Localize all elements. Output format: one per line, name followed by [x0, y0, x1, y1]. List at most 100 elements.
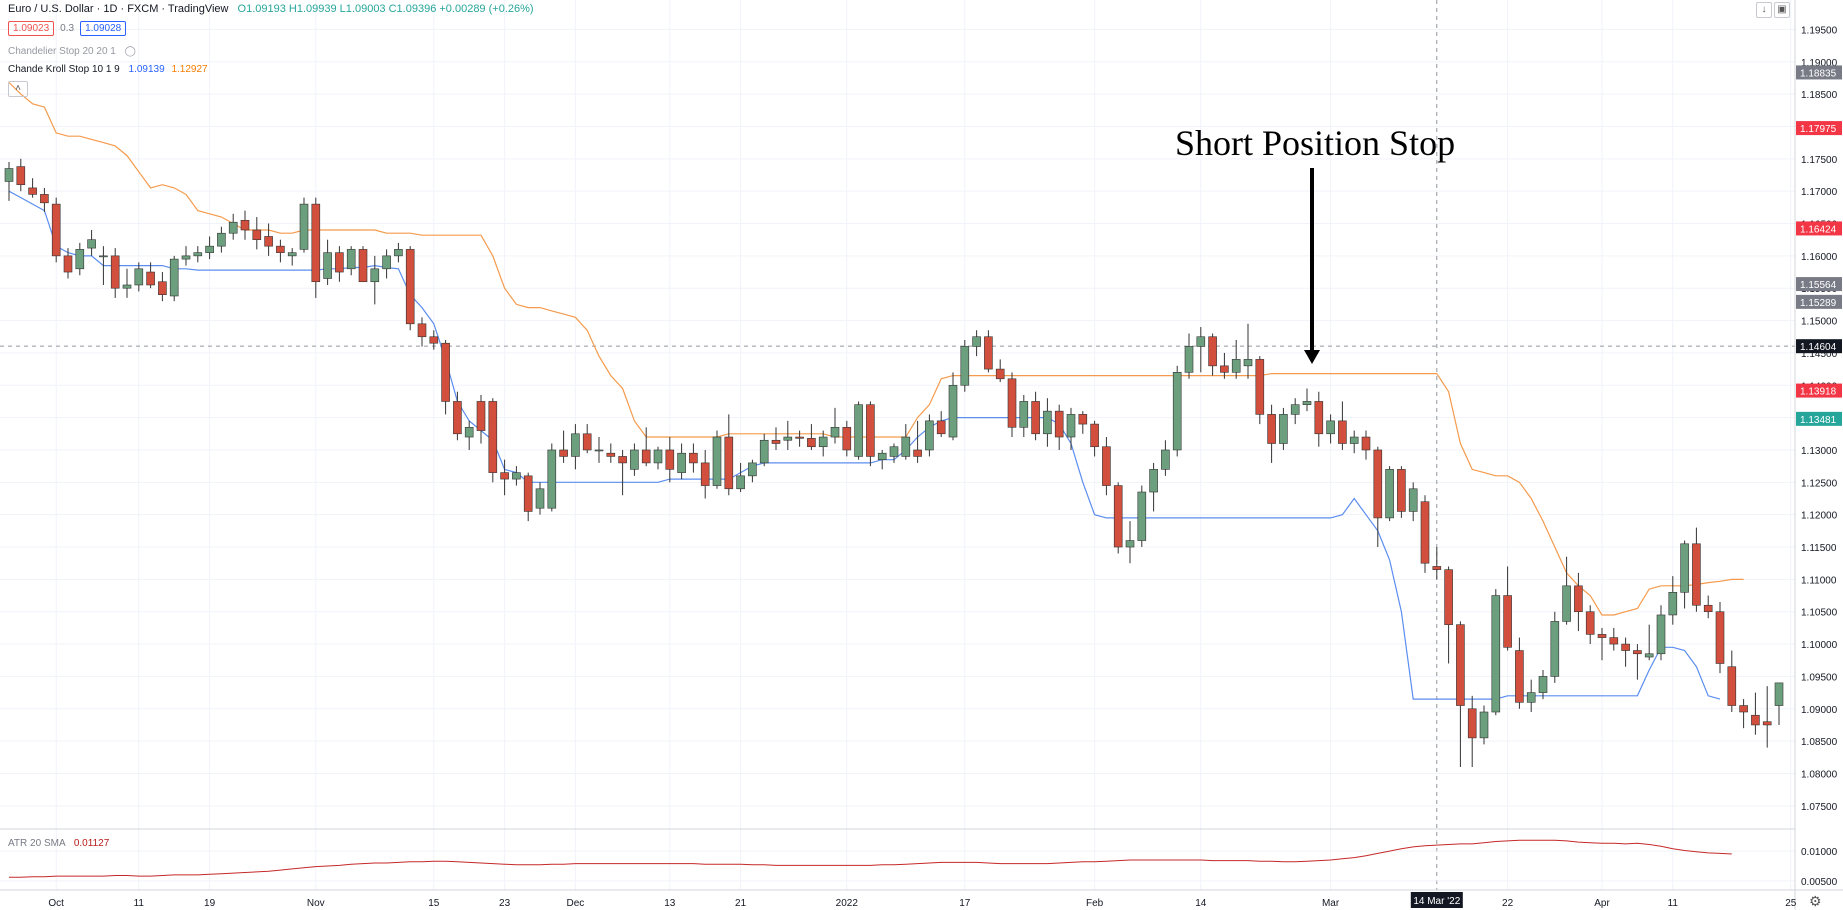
time-tick-label: 14 [1195, 898, 1207, 909]
chande-kroll-legend[interactable]: Chande Kroll Stop 10 1 9 1.09139 1.12927 [8, 64, 208, 75]
price-label-box [1796, 277, 1842, 292]
candle-body [181, 255, 191, 260]
atr-label: ATR 20 SMA [8, 838, 66, 849]
candle-body [665, 449, 675, 470]
symbol-legend: Euro / U.S. Dollar · 1D · FXCM · Trading… [8, 3, 534, 15]
time-tick-label: 25 [1785, 898, 1797, 909]
price-tick-label: 1.13000 [1801, 446, 1838, 457]
candle-body [1397, 469, 1406, 512]
candle-body [1656, 614, 1666, 655]
time-tick-label: 23 [499, 898, 511, 909]
candle-body [984, 336, 993, 370]
candle-body [1739, 705, 1748, 713]
price-label-box [1796, 221, 1842, 236]
candle-body [1349, 436, 1359, 444]
candle-body [169, 258, 179, 297]
chevron-up-icon[interactable]: ˄ [8, 81, 28, 97]
candle-body [936, 420, 946, 435]
price-label-box [1796, 339, 1842, 354]
candle-body [1054, 410, 1064, 438]
candle-body [1633, 650, 1642, 655]
price-tick-label: 1.08000 [1801, 769, 1838, 780]
candle-body [783, 436, 793, 441]
time-tick-label: 22 [1502, 898, 1514, 909]
candle-body [370, 268, 380, 283]
time-tick-label: Nov [307, 898, 325, 909]
candle-body [571, 433, 580, 457]
price-tick-label: 1.09000 [1801, 705, 1838, 716]
atr-tick-label: 0.01000 [1801, 847, 1838, 858]
gear-icon[interactable]: ⚙ [1809, 893, 1822, 909]
candle-body [1078, 414, 1088, 425]
price-label-value: 1.13481 [1800, 415, 1837, 426]
candle-body [618, 456, 627, 464]
candle-body [1668, 592, 1678, 616]
crosshair: 14 Mar '22 [0, 0, 1795, 908]
candle-body [122, 284, 132, 289]
candle-body [335, 252, 344, 273]
atr-legend[interactable]: ATR 20 SMA 0.01127 [8, 838, 109, 849]
time-tick-label: 11 [134, 898, 145, 909]
candle-body [889, 446, 899, 457]
eye-slash-icon[interactable]: ◯ [124, 46, 136, 57]
candle-body [1338, 420, 1347, 444]
candle-body [1432, 566, 1442, 570]
spread-value: 0.3 [60, 23, 75, 34]
candle-body [394, 249, 403, 257]
chandelier-stop-legend[interactable]: Chandelier Stop 20 20 1 ◯ [8, 46, 136, 57]
chande-kroll-value-upper: 1.12927 [171, 64, 208, 75]
symbol-title[interactable]: Euro / U.S. Dollar · 1D · FXCM · Trading… [8, 3, 229, 15]
candle-body [205, 245, 214, 253]
candle-body [99, 255, 108, 258]
price-tick-label: 1.19000 [1801, 58, 1838, 69]
atr-value: 0.01127 [73, 838, 110, 849]
candle-body [1137, 491, 1147, 541]
candle-body [1644, 653, 1654, 658]
price-label-value: 1.14604 [1800, 342, 1837, 353]
price-label-value: 1.13918 [1800, 387, 1837, 398]
chande-kroll-value-lower: 1.09139 [128, 64, 165, 75]
candle-body [1326, 420, 1335, 435]
candle-body [488, 401, 498, 473]
candle-body [1609, 637, 1619, 645]
candle-body [1503, 595, 1512, 648]
time-tick-label: Feb [1086, 898, 1104, 909]
candle-body [75, 249, 85, 270]
time-tick-label: Dec [567, 898, 585, 909]
buy-price-button[interactable]: 1.09028 [80, 21, 127, 36]
candle-body [1491, 595, 1501, 713]
candle-body [1385, 469, 1394, 519]
candle-body [606, 452, 616, 457]
candle-body [653, 449, 663, 464]
time-tick-label: 21 [735, 898, 747, 909]
time-tick-label: 2022 [836, 898, 859, 909]
candlestick-series [4, 158, 1784, 768]
candle-body [476, 401, 486, 431]
candle-body [1196, 336, 1206, 347]
candle-body [87, 239, 96, 249]
candle-body [346, 249, 356, 270]
candle-body [689, 452, 698, 464]
candle-body [1279, 414, 1288, 444]
price-tick-label: 1.12500 [1801, 478, 1838, 489]
candle-body [1031, 401, 1040, 435]
maximize-icon[interactable]: ▣ [1774, 2, 1790, 18]
upper-stop-line [8, 82, 1744, 616]
lower-stop-line [8, 190, 1721, 700]
candle-body [4, 168, 14, 182]
candle-body [594, 449, 604, 452]
price-label-box [1796, 65, 1842, 80]
candle-body [1149, 469, 1158, 493]
price-tick-label: 1.07500 [1801, 802, 1838, 813]
candle-body [972, 336, 981, 347]
candle-body [1019, 401, 1029, 428]
arrow-down-icon[interactable]: ↓ [1756, 2, 1772, 18]
price-label-value: 1.15289 [1800, 298, 1837, 309]
price-tick-label: 1.10500 [1801, 608, 1838, 619]
sell-price-button[interactable]: 1.09023 [8, 21, 55, 36]
candle-body [464, 427, 474, 438]
candle-body [1597, 634, 1607, 638]
candle-body [1243, 359, 1253, 367]
